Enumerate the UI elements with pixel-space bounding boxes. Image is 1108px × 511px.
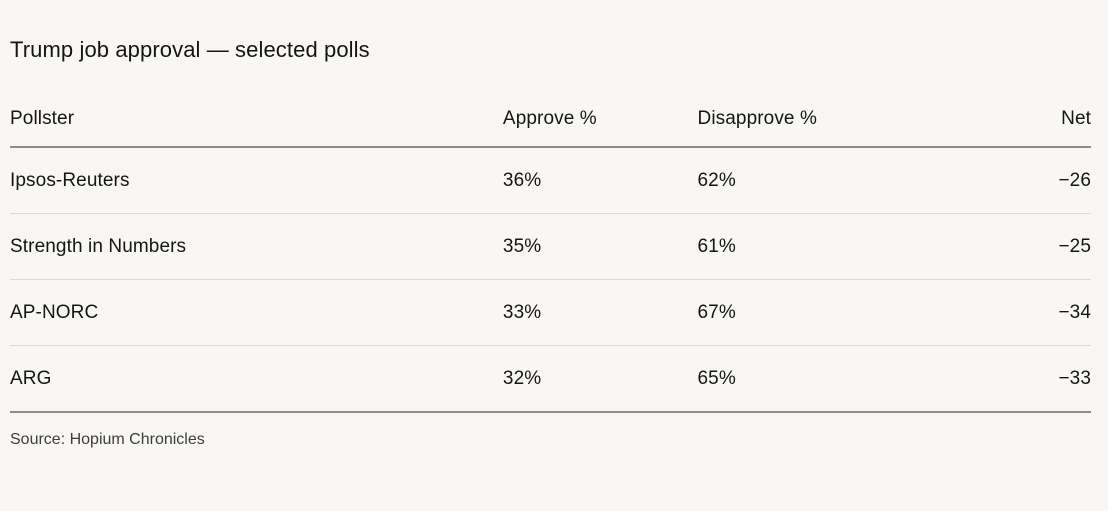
cell-disapprove: 67%	[697, 279, 948, 346]
table-row: AP-NORC 33% 67% −34	[10, 279, 1091, 346]
cell-disapprove: 62%	[697, 147, 948, 214]
cell-net: −33	[947, 345, 1091, 413]
table-row: Strength in Numbers 35% 61% −25	[10, 213, 1091, 280]
cell-net: −26	[947, 147, 1091, 214]
cell-pollster: Ipsos-Reuters	[10, 147, 503, 214]
cell-pollster: Strength in Numbers	[10, 213, 503, 280]
cell-net: −34	[947, 279, 1091, 346]
table-row: Ipsos-Reuters 36% 62% −26	[10, 147, 1091, 214]
cell-approve: 36%	[502, 147, 698, 214]
column-header-pollster: Pollster	[10, 94, 503, 148]
table-body: Ipsos-Reuters 36% 62% −26 Strength in Nu…	[10, 147, 1091, 413]
cell-disapprove: 61%	[697, 213, 948, 280]
cell-approve: 33%	[502, 279, 698, 346]
poll-table-card: Trump job approval — selected polls Poll…	[0, 36, 1108, 450]
cell-net: −25	[947, 213, 1091, 280]
cell-approve: 32%	[502, 345, 698, 413]
polls-table: Pollster Approve % Disapprove % Net Ipso…	[10, 94, 1091, 413]
column-header-disapprove: Disapprove %	[697, 94, 948, 148]
table-header-row: Pollster Approve % Disapprove % Net	[10, 94, 1091, 148]
source-attribution: Source: Hopium Chronicles	[10, 431, 205, 448]
table-header: Pollster Approve % Disapprove % Net	[10, 94, 1091, 148]
column-header-net: Net	[947, 94, 1091, 148]
column-header-approve: Approve %	[502, 94, 698, 148]
page-title: Trump job approval — selected polls	[10, 37, 370, 62]
cell-pollster: AP-NORC	[10, 279, 503, 346]
table-row: ARG 32% 65% −33	[10, 345, 1091, 413]
cell-disapprove: 65%	[697, 345, 948, 413]
cell-pollster: ARG	[10, 345, 503, 413]
cell-approve: 35%	[502, 213, 698, 280]
